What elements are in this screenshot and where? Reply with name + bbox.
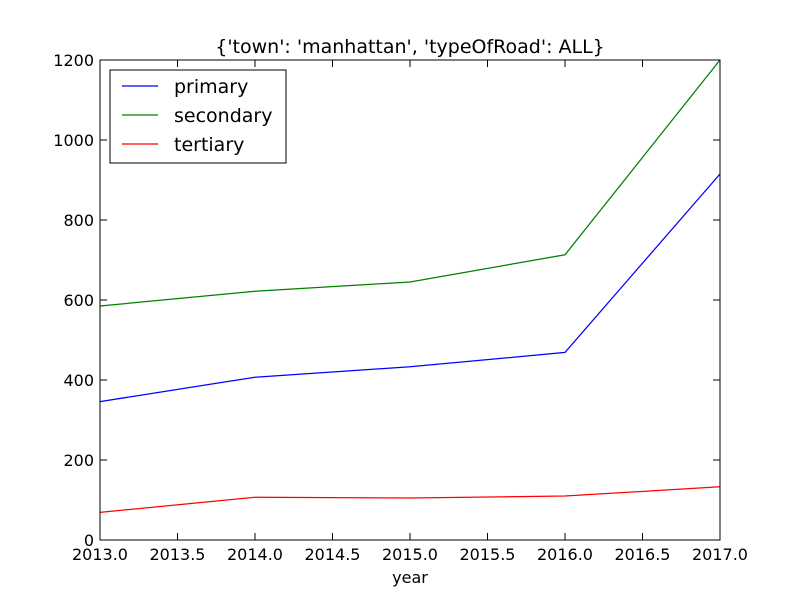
- x-tick-label: 2015.0: [382, 545, 438, 564]
- legend-label-secondary: secondary: [174, 105, 272, 127]
- x-tick-label: 2013.5: [150, 545, 206, 564]
- chart-title: {'town': 'manhattan', 'typeOfRoad': ALL}: [215, 36, 605, 58]
- x-axis-title: year: [392, 568, 428, 587]
- y-tick-label: 400: [63, 371, 94, 390]
- x-tick-label: 2016.5: [615, 545, 671, 564]
- series-line-secondary: [99, 59, 721, 307]
- series-line-tertiary: [99, 486, 721, 514]
- legend-label-tertiary: tertiary: [174, 134, 244, 156]
- legend-label-primary: primary: [174, 76, 248, 98]
- y-tick-label: 1200: [53, 51, 94, 70]
- x-tick-label: 2016.0: [537, 545, 593, 564]
- y-tick-label: 800: [63, 211, 94, 230]
- x-tick-label: 2013.0: [72, 545, 128, 564]
- y-tick-label: 0: [84, 531, 94, 550]
- legend-items: primary secondary tertiary: [122, 76, 272, 156]
- x-tick-label: 2015.5: [460, 545, 516, 564]
- y-tick-label: 1000: [53, 131, 94, 150]
- y-axis-ticks: 0 200 400 600 800 1000 1200: [53, 51, 720, 550]
- legend: primary secondary tertiary: [109, 69, 287, 164]
- y-tick-label: 200: [63, 451, 94, 470]
- x-tick-label: 2014.5: [305, 545, 361, 564]
- x-tick-label: 2017.0: [692, 545, 748, 564]
- series-line-primary: [99, 173, 721, 403]
- x-axis-ticks: 2013.0 2013.5 2014.0 2014.5 2015.0 2015.5 2016…: [72, 60, 748, 564]
- series-lines: [99, 59, 721, 514]
- x-tick-label: 2014.0: [227, 545, 283, 564]
- y-tick-label: 600: [63, 291, 94, 310]
